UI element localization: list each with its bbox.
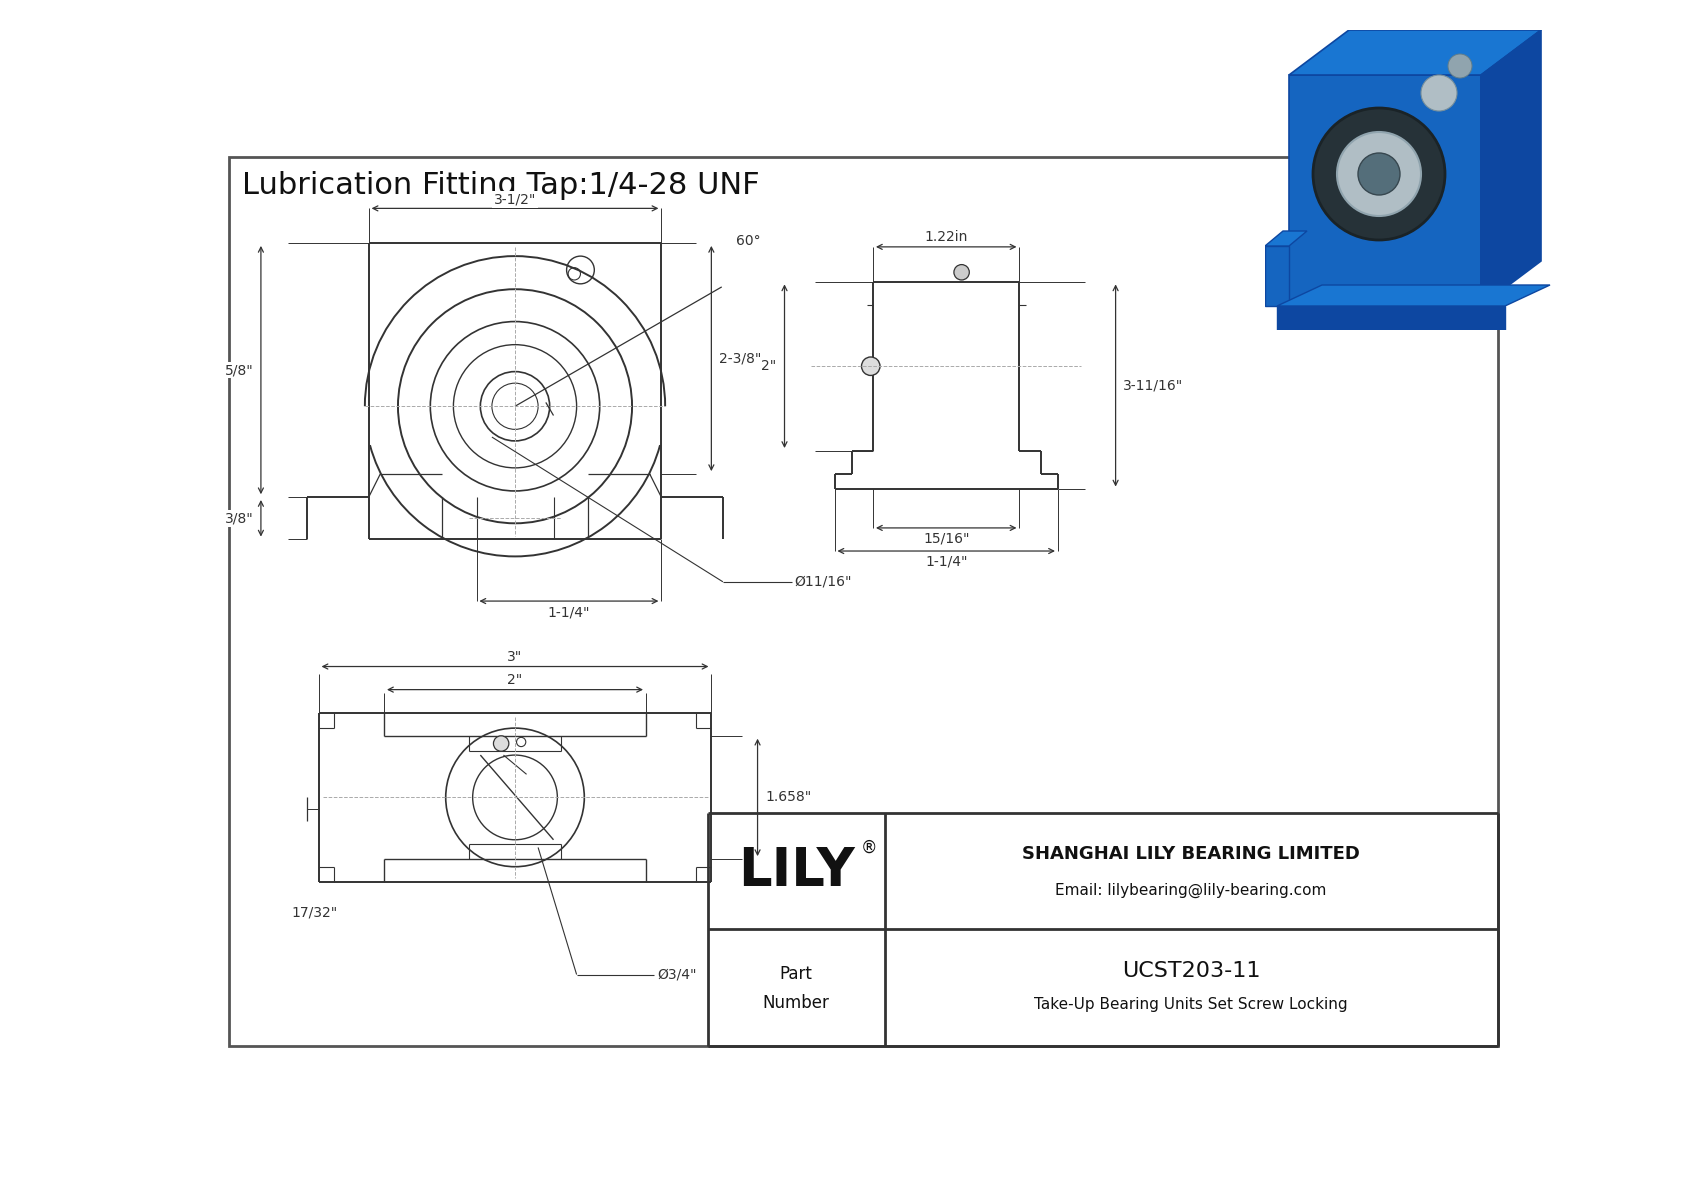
Text: Ø3/4": Ø3/4" bbox=[657, 967, 697, 981]
Circle shape bbox=[493, 736, 509, 752]
Polygon shape bbox=[1276, 285, 1549, 306]
Circle shape bbox=[953, 264, 970, 280]
Polygon shape bbox=[1288, 30, 1541, 75]
Polygon shape bbox=[1480, 30, 1541, 306]
Circle shape bbox=[862, 357, 881, 375]
Text: Ø11/16": Ø11/16" bbox=[795, 575, 852, 588]
Circle shape bbox=[1448, 54, 1472, 77]
Text: 1-1/4": 1-1/4" bbox=[547, 605, 589, 619]
Text: Number: Number bbox=[763, 994, 830, 1012]
Text: 3-1/2": 3-1/2" bbox=[493, 192, 536, 206]
Circle shape bbox=[1421, 75, 1457, 111]
Text: 5/8": 5/8" bbox=[226, 363, 254, 378]
Text: 3/8": 3/8" bbox=[226, 511, 254, 525]
Text: Email: lilybearing@lily-bearing.com: Email: lilybearing@lily-bearing.com bbox=[1056, 883, 1327, 898]
Text: Take-Up Bearing Units Set Screw Locking: Take-Up Bearing Units Set Screw Locking bbox=[1034, 997, 1347, 1012]
Text: 2-3/8": 2-3/8" bbox=[719, 351, 761, 366]
Text: 3-11/16": 3-11/16" bbox=[1123, 379, 1182, 393]
Text: 2": 2" bbox=[761, 360, 776, 373]
Text: 60°: 60° bbox=[736, 233, 759, 248]
Text: 17/32": 17/32" bbox=[291, 906, 338, 919]
Text: Lubrication Fitting Tap:1/4-28 UNF: Lubrication Fitting Tap:1/4-28 UNF bbox=[242, 170, 759, 200]
Polygon shape bbox=[1265, 247, 1288, 306]
Polygon shape bbox=[1288, 75, 1480, 306]
Text: Part: Part bbox=[780, 965, 812, 983]
Polygon shape bbox=[1276, 306, 1505, 330]
Text: 15/16": 15/16" bbox=[923, 531, 970, 545]
Circle shape bbox=[1314, 108, 1445, 241]
Polygon shape bbox=[1265, 231, 1307, 247]
Text: 3": 3" bbox=[507, 649, 522, 663]
Text: 2": 2" bbox=[507, 673, 522, 686]
Text: UCST203-11: UCST203-11 bbox=[1122, 961, 1260, 980]
Text: 1.22in: 1.22in bbox=[925, 230, 968, 244]
Text: 1-1/4": 1-1/4" bbox=[925, 555, 968, 569]
Circle shape bbox=[1337, 132, 1421, 216]
Text: ®: ® bbox=[861, 838, 877, 856]
Text: SHANGHAI LILY BEARING LIMITED: SHANGHAI LILY BEARING LIMITED bbox=[1022, 846, 1361, 863]
Text: 1.658": 1.658" bbox=[765, 791, 812, 804]
Text: LILY: LILY bbox=[738, 844, 854, 897]
Circle shape bbox=[1357, 152, 1399, 195]
